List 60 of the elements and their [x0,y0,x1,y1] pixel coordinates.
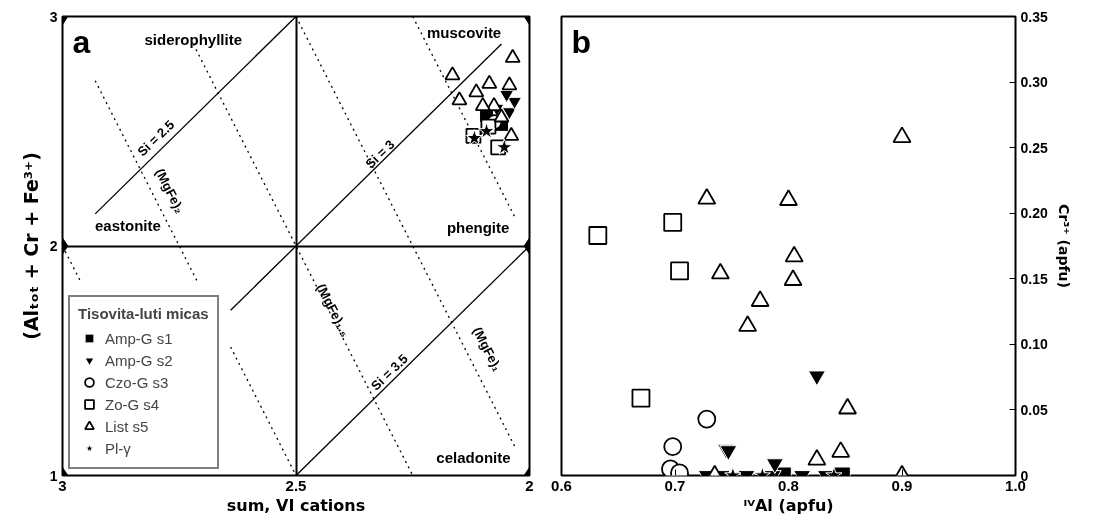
y2-tick-label: 0.30 [1020,74,1048,91]
y-tick-label: 3 [49,8,58,25]
y2-tick-label: 0.15 [1020,270,1048,287]
x-tick-label: 2 [525,476,534,494]
x-tick-label: 0.7 [664,476,686,494]
annotation: Si = 2.5 [134,117,178,160]
y2-tick-label: 0.20 [1020,205,1048,222]
y-tick-label: 1 [49,467,58,484]
point [838,397,857,415]
point [750,290,770,307]
y2-tick-label: 0.10 [1020,336,1048,353]
point [711,262,730,280]
annotation: celadonite [436,448,511,466]
point [738,315,758,332]
legend-title: Tisovita-luti micas [78,305,209,322]
x-tick-label: 0.9 [891,476,913,494]
point [503,126,520,141]
annotation: a [72,23,91,60]
point [477,122,496,139]
x-tick-label: 0.6 [551,476,572,494]
legend-label: Zo-G s4 [105,394,160,415]
point [444,66,461,81]
y2-tick-label: 0.35 [1020,8,1048,25]
x-axis-title: ᴵⱽAl (apfu) [743,495,834,515]
point [663,212,683,232]
legend-label: Pl-γ [105,438,131,459]
point [481,74,498,89]
annotation: phengite [446,219,510,237]
y-tick-label: 2 [49,238,58,254]
y2-tick-label: 0.25 [1020,139,1048,156]
point [493,108,510,123]
x-tick-label: 2.5 [285,476,307,494]
annotation: b [571,23,592,60]
point [504,48,521,63]
point [831,441,851,458]
legend-label: List s5 [105,416,149,437]
annotation: siderophyllite [144,30,243,48]
point [779,189,798,206]
point [501,76,518,91]
annotation: Si = 3.5 [367,351,411,394]
point [784,245,804,263]
x-axis-title: sum, VI cations [226,495,366,515]
y2-axis-title: Cr³⁺ (apfu) [1055,204,1072,288]
legend-label: Czo-G s3 [105,372,169,393]
legend-label: Amp-G s2 [105,350,173,371]
point [892,126,912,143]
point [697,188,717,205]
legend-label: Amp-G s1 [105,328,173,349]
annotation: muscovite [427,24,502,42]
y-axis-title: (Alₜₒₜ + Cr + Fe³⁺) [19,152,42,340]
point [807,449,827,466]
y2-tick-label: 0.05 [1020,401,1048,418]
point [468,83,485,98]
point [451,91,468,106]
point [783,269,803,286]
x-tick-label: 0.8 [778,476,799,494]
annotation: eastonite [94,216,161,234]
point [495,138,513,155]
point [474,97,491,111]
annotation: Si = 3 [362,136,398,172]
